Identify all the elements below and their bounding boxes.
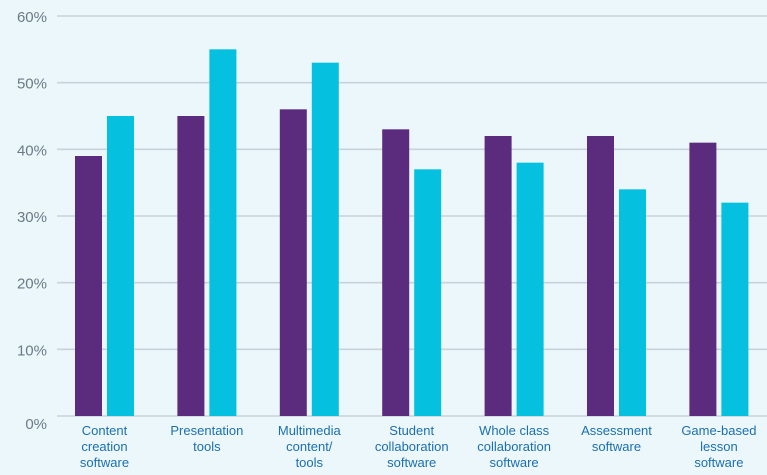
x-tick-label: lesson <box>700 439 738 454</box>
bar <box>279 109 307 416</box>
x-tick-label: Presentation <box>170 423 243 438</box>
x-tick-label: Game-based <box>681 423 756 438</box>
bar <box>107 116 134 416</box>
x-tick-label: Assessment <box>581 423 652 438</box>
x-tick-label: tools <box>193 439 221 454</box>
bars <box>75 49 749 417</box>
bar <box>516 162 544 416</box>
x-tick-label: tools <box>296 455 324 470</box>
bar <box>311 62 339 417</box>
x-tick-label: Whole class <box>479 423 550 438</box>
x-tick-label: software <box>387 455 436 470</box>
bar <box>414 169 442 416</box>
x-tick-label: Content <box>82 423 128 438</box>
bar <box>619 189 646 416</box>
bar <box>382 129 410 417</box>
bar <box>721 202 749 416</box>
y-tick-label: 60% <box>17 9 47 26</box>
bar <box>587 136 614 416</box>
y-tick-label: 40% <box>17 142 47 159</box>
gridlines <box>57 15 767 417</box>
x-tick-label: content/ <box>286 439 333 454</box>
x-tick-label: software <box>592 439 641 454</box>
bar <box>209 49 237 416</box>
x-tick-label: Student <box>389 423 434 438</box>
bar <box>484 136 512 416</box>
bar <box>689 142 717 416</box>
x-axis-category-labels: ContentcreationsoftwarePresentationtools… <box>80 423 757 470</box>
x-tick-label: creation <box>81 439 127 454</box>
bar <box>75 156 102 416</box>
x-tick-label: Multimedia <box>278 423 342 438</box>
y-tick-label: 20% <box>17 276 47 293</box>
y-tick-label: 0% <box>25 416 47 433</box>
x-tick-label: software <box>694 455 743 470</box>
x-tick-label: software <box>490 455 539 470</box>
y-tick-label: 10% <box>17 342 47 359</box>
y-axis-tick-labels: 0% 10% 20% 30% 40% 50% 60% <box>17 9 47 433</box>
x-tick-label: collaboration <box>477 439 551 454</box>
bar <box>177 116 205 416</box>
x-tick-label: collaboration <box>375 439 449 454</box>
y-tick-label: 30% <box>17 209 47 226</box>
x-tick-label: software <box>80 455 129 470</box>
y-tick-label: 50% <box>17 76 47 93</box>
